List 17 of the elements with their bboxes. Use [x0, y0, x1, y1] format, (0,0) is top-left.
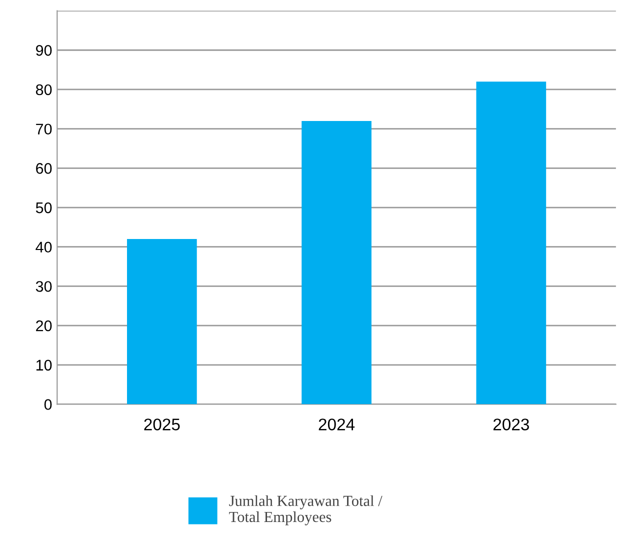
x-tick-label: 2024: [318, 418, 355, 430]
y-tick-label: 60: [36, 163, 52, 174]
y-tick-label: 90: [36, 44, 52, 56]
y-tick-label: 70: [36, 124, 52, 135]
y-tick-label: 10: [36, 360, 52, 371]
bar: [302, 120, 372, 404]
legend-label: Jumlah Karyawan Total / Total Employees: [229, 495, 382, 526]
y-tick-label: 50: [36, 202, 52, 214]
bar: [476, 82, 546, 404]
x-tick-label: 2025: [144, 418, 180, 430]
y-tick-label: 0: [44, 399, 52, 410]
y-tick-label: 20: [36, 320, 52, 332]
bar: [127, 238, 197, 404]
y-tick-label: 80: [36, 84, 52, 96]
y-tick-label: 40: [36, 242, 52, 253]
x-tick-label: 2023: [493, 418, 529, 430]
y-tick-label: 30: [36, 281, 52, 292]
